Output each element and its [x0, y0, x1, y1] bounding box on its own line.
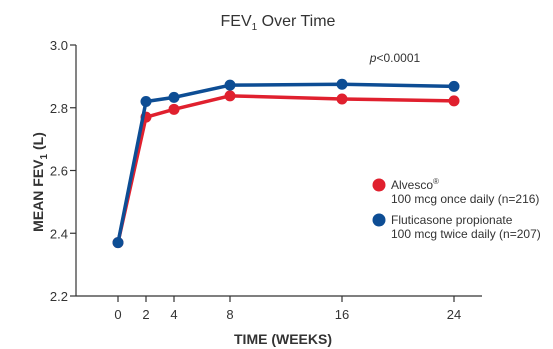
series-group: [112, 78, 460, 249]
data-point: [112, 237, 124, 249]
data-point: [168, 91, 180, 103]
chart-title: FEV1 Over Time: [221, 13, 336, 33]
y-tick-label: 3.0: [50, 38, 68, 53]
series-fluticasone: [112, 78, 460, 249]
p-value-annotation: p<0.0001: [369, 51, 421, 65]
legend: Alvesco®100 mcg once daily (n=216) Flutic…: [372, 177, 541, 241]
series-line: [116, 82, 455, 244]
y-axis-label-subscript: 1: [39, 153, 50, 159]
y-axis-label: MEAN FEV1 (L): [30, 132, 50, 232]
legend-name: Fluticasone propionate: [391, 213, 513, 227]
x-tick-label: 8: [226, 307, 233, 322]
x-tick-label: 24: [447, 307, 461, 322]
legend-name: Alvesco®: [391, 177, 439, 192]
data-point: [224, 79, 236, 91]
x-tick-label: 2: [142, 307, 149, 322]
y-tick-label: 2.8: [50, 101, 68, 116]
x-tick-label: 0: [114, 307, 121, 322]
x-tick-label: 16: [335, 307, 349, 322]
data-point: [448, 80, 460, 92]
data-point: [224, 90, 236, 102]
y-tick-label: 2.2: [50, 289, 68, 304]
legend-marker: [372, 178, 386, 192]
chart-title-subscript: 1: [252, 22, 258, 33]
data-point: [448, 95, 460, 107]
data-point: [336, 78, 348, 90]
legend-detail: 100 mcg twice daily (n=207): [391, 227, 541, 241]
y-tick-label: 2.6: [50, 164, 68, 179]
p-value-text: <0.0001: [376, 51, 420, 65]
ticks: 2.22.42.62.83.00 2 4 8 16 24: [50, 38, 461, 322]
x-tick-label: 4: [170, 307, 177, 322]
chart-title-suffix: Over Time: [257, 13, 335, 30]
series-line: [116, 94, 455, 244]
legend-name-sup: ®: [433, 177, 439, 186]
axes: [75, 45, 482, 297]
chart-title-main: FEV: [221, 13, 252, 30]
legend-detail: 100 mcg once daily (n=216): [391, 192, 539, 206]
x-axis-label: TIME (WEEKS): [234, 331, 332, 347]
svg-text:MEAN FEV1 (L): MEAN FEV1 (L): [30, 132, 50, 232]
y-tick-label: 2.4: [50, 226, 68, 241]
legend-marker: [372, 213, 386, 227]
data-point: [140, 95, 152, 107]
y-axis-label-suffix: (L): [30, 132, 46, 154]
data-point: [336, 93, 348, 105]
y-axis-label-main: MEAN FEV: [30, 159, 46, 232]
data-point: [168, 103, 180, 115]
p-value-italic: p: [369, 51, 377, 65]
